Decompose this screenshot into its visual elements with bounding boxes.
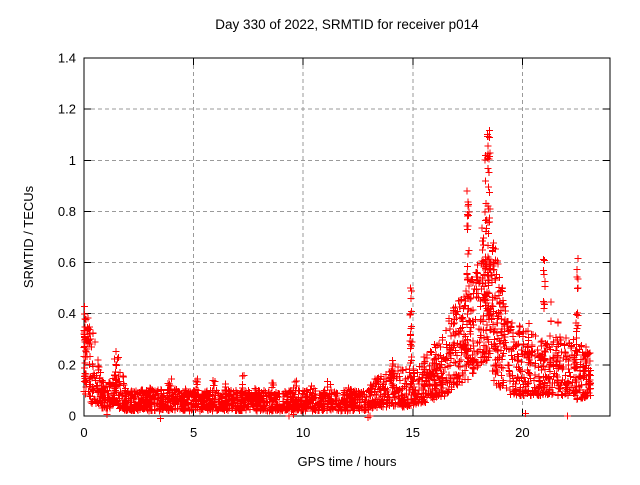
x-tick-label: 5 [190,425,197,440]
chart-title: Day 330 of 2022, SRMTID for receiver p01… [215,17,479,32]
y-tick-label: 0.6 [58,255,76,270]
x-tick-label: 15 [406,425,420,440]
tick-labels: 0 5 10 15 20 0 0.2 0.4 0.6 0.8 1 1.2 1.4 [58,51,530,441]
scatter-markers [80,127,595,423]
y-tick-label: 0.2 [58,357,76,372]
x-axis-label: GPS time / hours [298,454,397,469]
y-axis-label: SRMTID / TECUs [21,185,36,288]
y-tick-label: 1.4 [58,51,76,66]
y-tick-label: 1 [69,153,76,168]
y-tick-label: 0.4 [58,306,76,321]
y-tick-label: 0.8 [58,204,76,219]
y-tick-label: 0 [69,409,76,424]
data-points [80,127,595,423]
plot-border [83,57,611,417]
x-tick-label: 20 [515,425,529,440]
x-tick-label: 10 [296,425,310,440]
x-tick-label: 0 [80,425,87,440]
y-tick-label: 1.2 [58,102,76,117]
gridlines [84,58,610,416]
